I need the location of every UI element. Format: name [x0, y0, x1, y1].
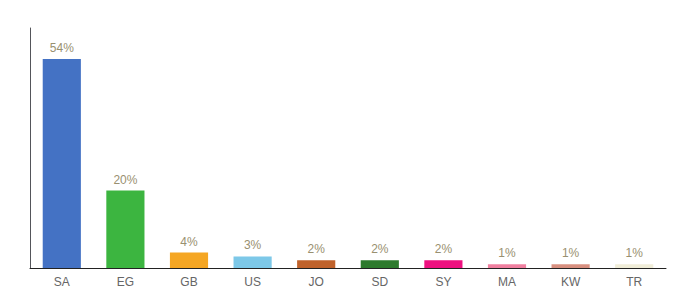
svg-text:JO: JO: [309, 275, 324, 289]
svg-text:1%: 1%: [626, 246, 644, 260]
svg-text:54%: 54%: [50, 41, 74, 55]
svg-text:4%: 4%: [180, 235, 198, 249]
svg-text:2%: 2%: [435, 242, 453, 256]
svg-text:1%: 1%: [498, 246, 516, 260]
svg-text:MA: MA: [498, 275, 516, 289]
svg-text:SD: SD: [371, 275, 388, 289]
svg-text:GB: GB: [180, 275, 197, 289]
svg-text:KW: KW: [561, 275, 581, 289]
svg-text:SY: SY: [435, 275, 451, 289]
svg-text:3%: 3%: [244, 238, 262, 252]
svg-text:20%: 20%: [113, 173, 137, 187]
svg-text:SA: SA: [54, 275, 70, 289]
svg-text:TR: TR: [626, 275, 642, 289]
svg-text:2%: 2%: [371, 242, 389, 256]
svg-text:US: US: [244, 275, 261, 289]
svg-text:EG: EG: [117, 275, 134, 289]
svg-text:1%: 1%: [562, 246, 580, 260]
svg-text:2%: 2%: [308, 242, 326, 256]
